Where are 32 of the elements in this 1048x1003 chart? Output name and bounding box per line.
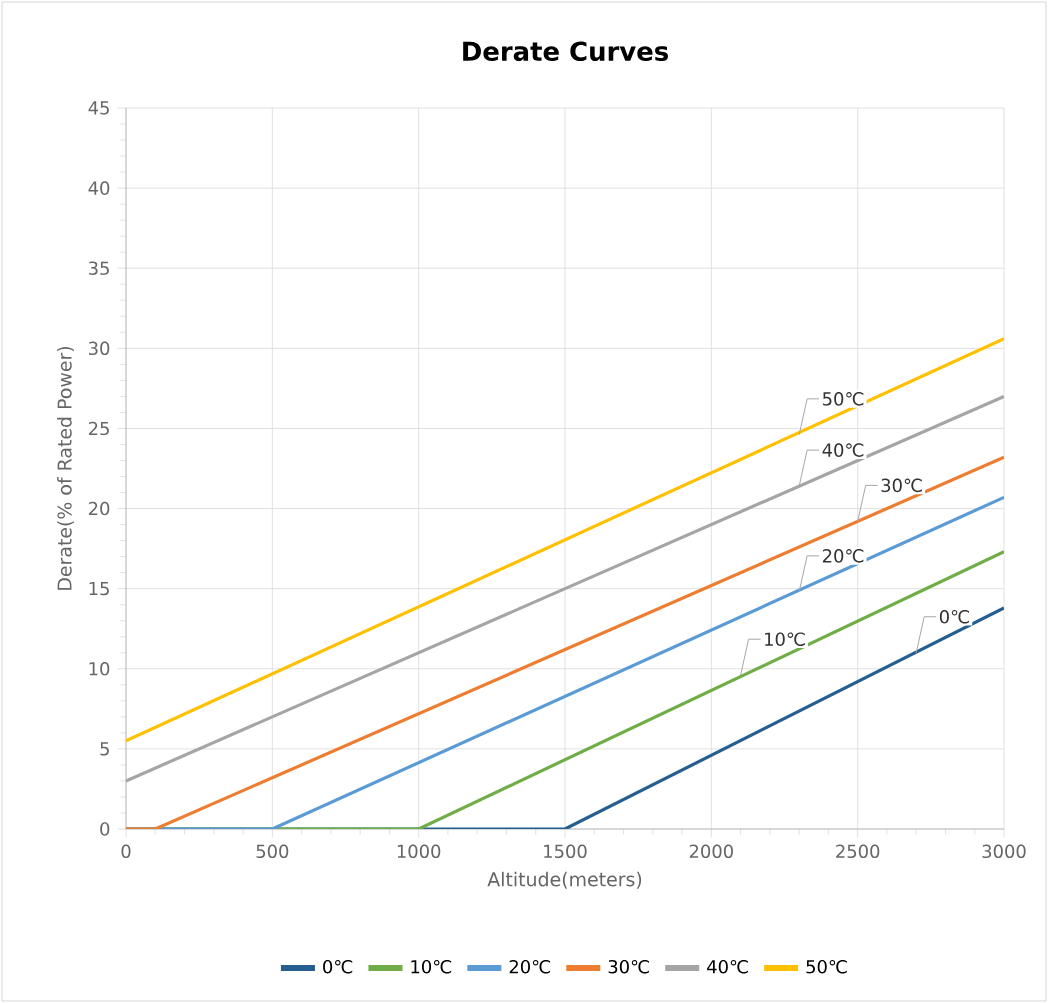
annotation: 20℃ (822, 549, 864, 563)
legend-label: 0℃ (323, 959, 353, 974)
annotation: 50℃ (823, 392, 864, 406)
y-tick-label: 10 (89, 661, 110, 676)
x-tick-label: 0 (121, 844, 131, 859)
x-tick-label: 1000 (397, 844, 441, 859)
legend-label: 20℃ (509, 959, 551, 974)
legend-label: 50℃ (806, 959, 847, 974)
legend-label: 10℃ (411, 959, 452, 974)
y-tick-label: 20 (88, 501, 110, 516)
y-axis-title: Derate(% of Rated Power) (57, 346, 74, 590)
y-tick-label: 15 (89, 582, 109, 596)
annotation: 40℃ (822, 443, 864, 457)
y-tick-label: 45 (88, 101, 109, 115)
x-tick-label: 3000 (982, 844, 1026, 859)
y-tick-label: 0 (100, 822, 110, 836)
legend-label: 30℃ (608, 959, 649, 974)
x-tick-label: 500 (256, 844, 289, 859)
x-tick-label: 1500 (544, 844, 587, 859)
annotation: 10℃ (765, 632, 805, 646)
y-tick-label: 30 (89, 341, 110, 356)
x-tick-label: 2500 (836, 844, 880, 859)
chart-title: Derate Curves (463, 41, 668, 62)
y-tick-label: 40 (88, 181, 110, 195)
y-tick-label: 5 (100, 742, 109, 756)
annotation: 0℃ (939, 609, 970, 624)
y-tick-label: 35 (89, 261, 109, 275)
x-axis-title: Altitude(meters) (487, 871, 642, 889)
legend-label: 40℃ (707, 959, 748, 974)
y-tick-label: 25 (88, 421, 109, 436)
x-tick-label: 2000 (689, 844, 733, 859)
annotation: 30℃ (881, 478, 922, 493)
